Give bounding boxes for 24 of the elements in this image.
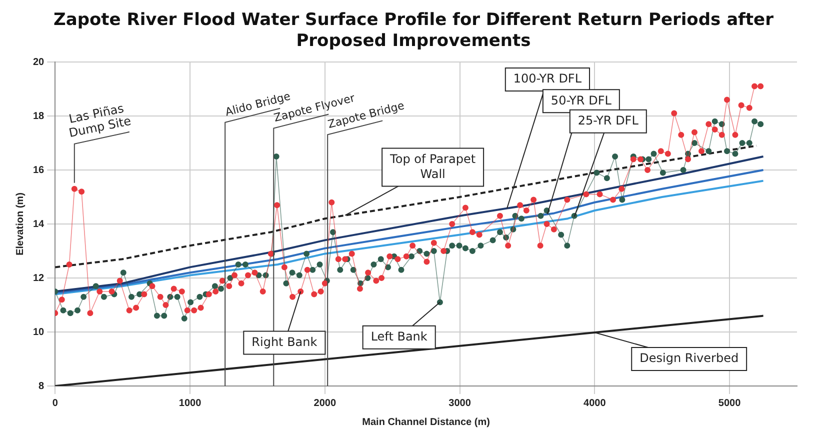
text: 25-YR DFL — [578, 114, 639, 128]
series-label: Design Riverbed — [640, 351, 739, 366]
y-tick-label: 16 — [33, 164, 45, 176]
annotation: Las Piñas Dump Site — [68, 101, 132, 140]
y-axis-title: Elevation (m) — [14, 192, 26, 256]
x-tick-label: 3000 — [448, 398, 472, 409]
text: 100-YR DFL — [513, 72, 582, 86]
x-tick-label: 5000 — [718, 398, 742, 409]
y-tick-label: 8 — [38, 380, 45, 392]
chart-title: Zapote River Flood Water Surface Profile for Different Return Periods after Proposed Improvements — [52, 9, 774, 53]
text: Left Bank — [370, 330, 428, 344]
x-axis-title: Main Channel Distance (m) — [362, 416, 490, 428]
y-tick-label: 20 — [33, 56, 45, 68]
y-tick-label: 10 — [33, 326, 45, 338]
x-tick-label: 1000 — [178, 398, 202, 409]
text: 50-YR DFL — [550, 93, 612, 108]
x-tick-label: 2000 — [314, 398, 336, 409]
text: Right Bank — [252, 334, 318, 349]
y-tick-label: 14 — [33, 218, 45, 230]
y-tick-label: 18 — [33, 110, 45, 122]
y-tick-label: 12 — [33, 272, 45, 284]
x-tick-label: 0 — [52, 398, 58, 409]
series-label: Top of Parapet Wall — [389, 152, 476, 181]
x-tick-label: 4000 — [584, 398, 606, 409]
